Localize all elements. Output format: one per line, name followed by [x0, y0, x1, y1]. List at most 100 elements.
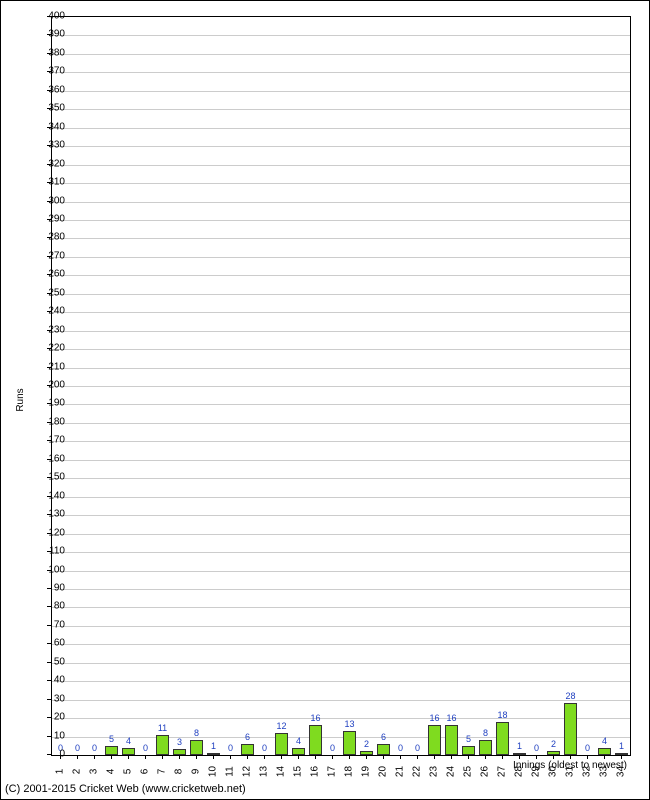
x-tick-label: 3	[88, 769, 99, 775]
x-tick-label: 17	[326, 766, 337, 777]
bar	[445, 725, 457, 755]
y-tick-mark	[47, 53, 51, 54]
x-tick-mark	[383, 755, 384, 759]
y-tick-label: 90	[25, 582, 65, 593]
x-tick-label: 7	[156, 769, 167, 775]
y-tick-mark	[47, 662, 51, 663]
bar	[275, 733, 287, 755]
x-tick-mark	[434, 755, 435, 759]
y-tick-mark	[47, 496, 51, 497]
x-tick-mark	[536, 755, 537, 759]
x-tick-label: 24	[445, 766, 456, 777]
x-tick-mark	[94, 755, 95, 759]
x-tick-mark	[60, 755, 61, 759]
y-tick-mark	[47, 90, 51, 91]
y-tick-label: 380	[25, 47, 65, 58]
bar	[462, 746, 474, 755]
bar	[156, 735, 168, 755]
y-tick-label: 50	[25, 656, 65, 667]
x-tick-label: 6	[139, 769, 150, 775]
x-tick-mark	[315, 755, 316, 759]
x-tick-label: 8	[173, 769, 184, 775]
y-tick-label: 130	[25, 509, 65, 520]
x-tick-mark	[621, 755, 622, 759]
y-tick-mark	[47, 108, 51, 109]
y-tick-label: 110	[25, 546, 65, 557]
y-tick-mark	[47, 311, 51, 312]
y-tick-label: 290	[25, 213, 65, 224]
bar	[564, 703, 576, 755]
y-tick-mark	[47, 367, 51, 368]
y-tick-label: 40	[25, 675, 65, 686]
y-tick-mark	[47, 699, 51, 700]
x-tick-label: 1	[54, 769, 65, 775]
bar-value-label: 0	[228, 743, 233, 753]
y-tick-label: 310	[25, 177, 65, 188]
x-tick-label: 12	[241, 766, 252, 777]
y-tick-mark	[47, 736, 51, 737]
y-tick-label: 270	[25, 250, 65, 261]
y-tick-mark	[47, 422, 51, 423]
bar-value-label: 4	[602, 736, 607, 746]
bar-value-label: 1	[517, 741, 522, 751]
y-tick-label: 350	[25, 103, 65, 114]
y-tick-label: 20	[25, 712, 65, 723]
y-tick-mark	[47, 643, 51, 644]
y-tick-mark	[47, 237, 51, 238]
y-tick-mark	[47, 34, 51, 35]
x-tick-mark	[213, 755, 214, 759]
x-axis-title: Innings (oldest to newest)	[513, 760, 627, 771]
x-tick-label: 2	[71, 769, 82, 775]
y-tick-mark	[47, 588, 51, 589]
y-tick-label: 230	[25, 324, 65, 335]
x-tick-mark	[247, 755, 248, 759]
y-tick-label: 170	[25, 435, 65, 446]
y-tick-mark	[47, 71, 51, 72]
bar	[309, 725, 321, 755]
bar-value-label: 2	[364, 739, 369, 749]
x-tick-mark	[417, 755, 418, 759]
x-tick-mark	[519, 755, 520, 759]
x-tick-mark	[502, 755, 503, 759]
x-tick-mark	[400, 755, 401, 759]
x-tick-mark	[281, 755, 282, 759]
y-tick-label: 320	[25, 158, 65, 169]
bar-value-label: 16	[446, 713, 456, 723]
y-tick-mark	[47, 145, 51, 146]
y-tick-label: 190	[25, 398, 65, 409]
x-tick-mark	[587, 755, 588, 759]
x-tick-label: 22	[411, 766, 422, 777]
x-tick-label: 27	[496, 766, 507, 777]
bar-value-label: 16	[310, 713, 320, 723]
bar	[496, 722, 508, 755]
y-tick-label: 340	[25, 121, 65, 132]
bar-value-label: 13	[344, 719, 354, 729]
x-tick-label: 4	[105, 769, 116, 775]
x-tick-mark	[230, 755, 231, 759]
x-tick-label: 9	[190, 769, 201, 775]
y-tick-label: 360	[25, 84, 65, 95]
y-tick-mark	[47, 219, 51, 220]
bar-value-label: 0	[75, 743, 80, 753]
bar	[377, 744, 389, 755]
x-tick-label: 20	[377, 766, 388, 777]
bar-value-label: 0	[92, 743, 97, 753]
bar-value-label: 3	[177, 737, 182, 747]
y-tick-label: 370	[25, 66, 65, 77]
x-tick-label: 11	[224, 766, 235, 776]
y-tick-label: 220	[25, 343, 65, 354]
x-tick-label: 10	[207, 766, 218, 777]
x-tick-mark	[349, 755, 350, 759]
x-tick-mark	[553, 755, 554, 759]
y-tick-mark	[47, 680, 51, 681]
x-tick-mark	[451, 755, 452, 759]
y-tick-label: 300	[25, 195, 65, 206]
bar-value-label: 0	[143, 743, 148, 753]
bar	[428, 725, 440, 755]
bar-value-label: 0	[534, 743, 539, 753]
y-tick-label: 200	[25, 380, 65, 391]
y-tick-mark	[47, 164, 51, 165]
x-tick-label: 21	[394, 766, 405, 777]
copyright-text: (C) 2001-2015 Cricket Web (www.cricketwe…	[5, 783, 246, 795]
y-tick-label: 390	[25, 29, 65, 40]
